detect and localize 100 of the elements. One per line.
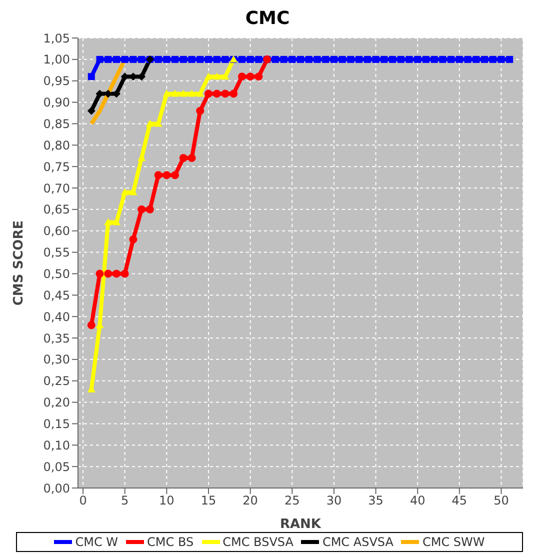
point xyxy=(439,56,446,63)
point xyxy=(121,56,128,63)
x-tick-label: 10 xyxy=(159,494,174,508)
point xyxy=(212,90,221,98)
point xyxy=(171,90,180,97)
point xyxy=(338,56,346,63)
y-tick-label: 0,65 xyxy=(43,202,70,217)
point xyxy=(104,270,112,278)
point xyxy=(280,56,288,63)
y-tick-label: 0,95 xyxy=(43,74,70,88)
point xyxy=(230,90,238,98)
point xyxy=(188,90,196,97)
y-tick-label: 0,45 xyxy=(43,288,70,302)
point xyxy=(88,73,95,80)
y-tick-label: 0,50 xyxy=(43,266,70,281)
x-tick-label: 45 xyxy=(452,494,468,508)
point xyxy=(120,188,129,196)
y-tick-label: 0,20 xyxy=(43,396,70,410)
y-tick-label: 0,10 xyxy=(43,438,70,452)
x-tick-label: 50 xyxy=(494,494,509,508)
point xyxy=(96,56,104,63)
point xyxy=(96,270,104,278)
point xyxy=(414,56,422,63)
point xyxy=(179,154,188,162)
point xyxy=(146,205,154,214)
y-tick-label: 0,25 xyxy=(43,374,70,388)
point xyxy=(222,56,229,63)
point xyxy=(212,72,221,80)
point xyxy=(380,56,388,63)
point xyxy=(196,56,204,63)
point xyxy=(430,56,438,63)
point xyxy=(330,56,338,63)
point xyxy=(221,72,230,80)
point xyxy=(389,56,396,63)
x-tick-label: 5 xyxy=(121,494,129,508)
point xyxy=(87,321,96,330)
point xyxy=(146,120,154,127)
point xyxy=(481,56,488,63)
y-tick-label: 0,80 xyxy=(43,138,70,152)
point xyxy=(254,72,263,81)
y-tick-label: 0,35 xyxy=(43,331,70,346)
point xyxy=(422,56,430,63)
point xyxy=(347,56,354,63)
y-tick-label: 0,75 xyxy=(43,160,70,174)
x-tick-label: 15 xyxy=(200,494,216,508)
point xyxy=(356,56,363,63)
point xyxy=(448,56,455,63)
point xyxy=(464,56,472,63)
point xyxy=(188,56,196,63)
point xyxy=(204,72,212,80)
legend-label: CMC BS xyxy=(147,535,194,549)
point xyxy=(322,56,330,63)
point xyxy=(172,56,179,63)
point xyxy=(204,56,212,63)
point xyxy=(188,154,196,162)
y-tick-label: 1,00 xyxy=(43,52,70,67)
point xyxy=(154,171,162,180)
point xyxy=(372,56,380,63)
point xyxy=(213,56,220,63)
y-tick-label: 0,70 xyxy=(43,181,70,196)
y-tick-label: 0,00 xyxy=(43,481,70,496)
y-tick-label: 0,40 xyxy=(43,310,70,324)
x-tick-label: 40 xyxy=(410,494,426,508)
y-tick-label: 0,30 xyxy=(43,352,70,367)
point xyxy=(162,171,171,180)
point xyxy=(221,90,230,98)
y-tick-label: 0,55 xyxy=(43,246,70,260)
point xyxy=(179,90,188,97)
point xyxy=(246,72,254,81)
point xyxy=(171,171,180,180)
x-axis-title: RANK xyxy=(280,517,322,532)
point xyxy=(238,72,246,81)
point xyxy=(246,56,254,63)
point xyxy=(104,56,112,63)
point xyxy=(138,56,146,63)
y-tick-label: 0,15 xyxy=(43,416,70,431)
point xyxy=(272,56,279,63)
legend-label: CMC W xyxy=(75,535,118,549)
point xyxy=(472,56,480,63)
y-tick-label: 0,60 xyxy=(43,224,70,238)
point xyxy=(456,56,463,63)
point xyxy=(297,56,304,63)
y-tick-label: 0,85 xyxy=(43,116,70,131)
point xyxy=(87,106,96,115)
chart-title: CMC xyxy=(244,8,291,31)
point xyxy=(238,56,246,63)
point xyxy=(288,56,296,63)
x-tick-label: 20 xyxy=(242,494,258,508)
point xyxy=(305,56,312,63)
point xyxy=(162,90,171,97)
point xyxy=(138,205,146,214)
point xyxy=(314,56,321,63)
point xyxy=(204,90,212,98)
x-tick-label: 0 xyxy=(79,494,87,508)
point xyxy=(180,56,187,63)
point xyxy=(489,56,496,63)
legend-label: CMC SWW xyxy=(422,535,485,549)
x-tick-label: 35 xyxy=(368,494,384,508)
point xyxy=(498,56,505,63)
point xyxy=(255,56,262,63)
